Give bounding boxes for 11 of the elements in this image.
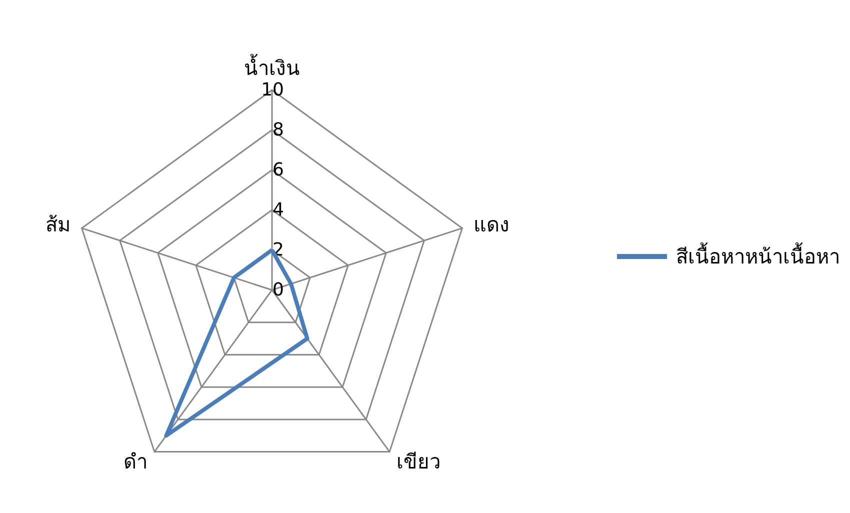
y-tick-label: 10 bbox=[261, 80, 284, 100]
spoke-label: เขียว bbox=[396, 450, 441, 474]
y-tick-label: 0 bbox=[272, 280, 284, 300]
spoke-label: น้ำเงิน bbox=[244, 54, 300, 80]
spoke-label: แดง bbox=[474, 212, 510, 236]
y-tick-label: 4 bbox=[272, 200, 284, 220]
spoke-label: ส้ม bbox=[45, 212, 70, 236]
legend-label: สีเนื้อหาหน้าเนื้อหา bbox=[676, 242, 840, 268]
y-tick-label: 8 bbox=[272, 120, 284, 140]
y-tick-label: 6 bbox=[272, 160, 284, 180]
spoke-label: ดำ bbox=[123, 450, 148, 474]
